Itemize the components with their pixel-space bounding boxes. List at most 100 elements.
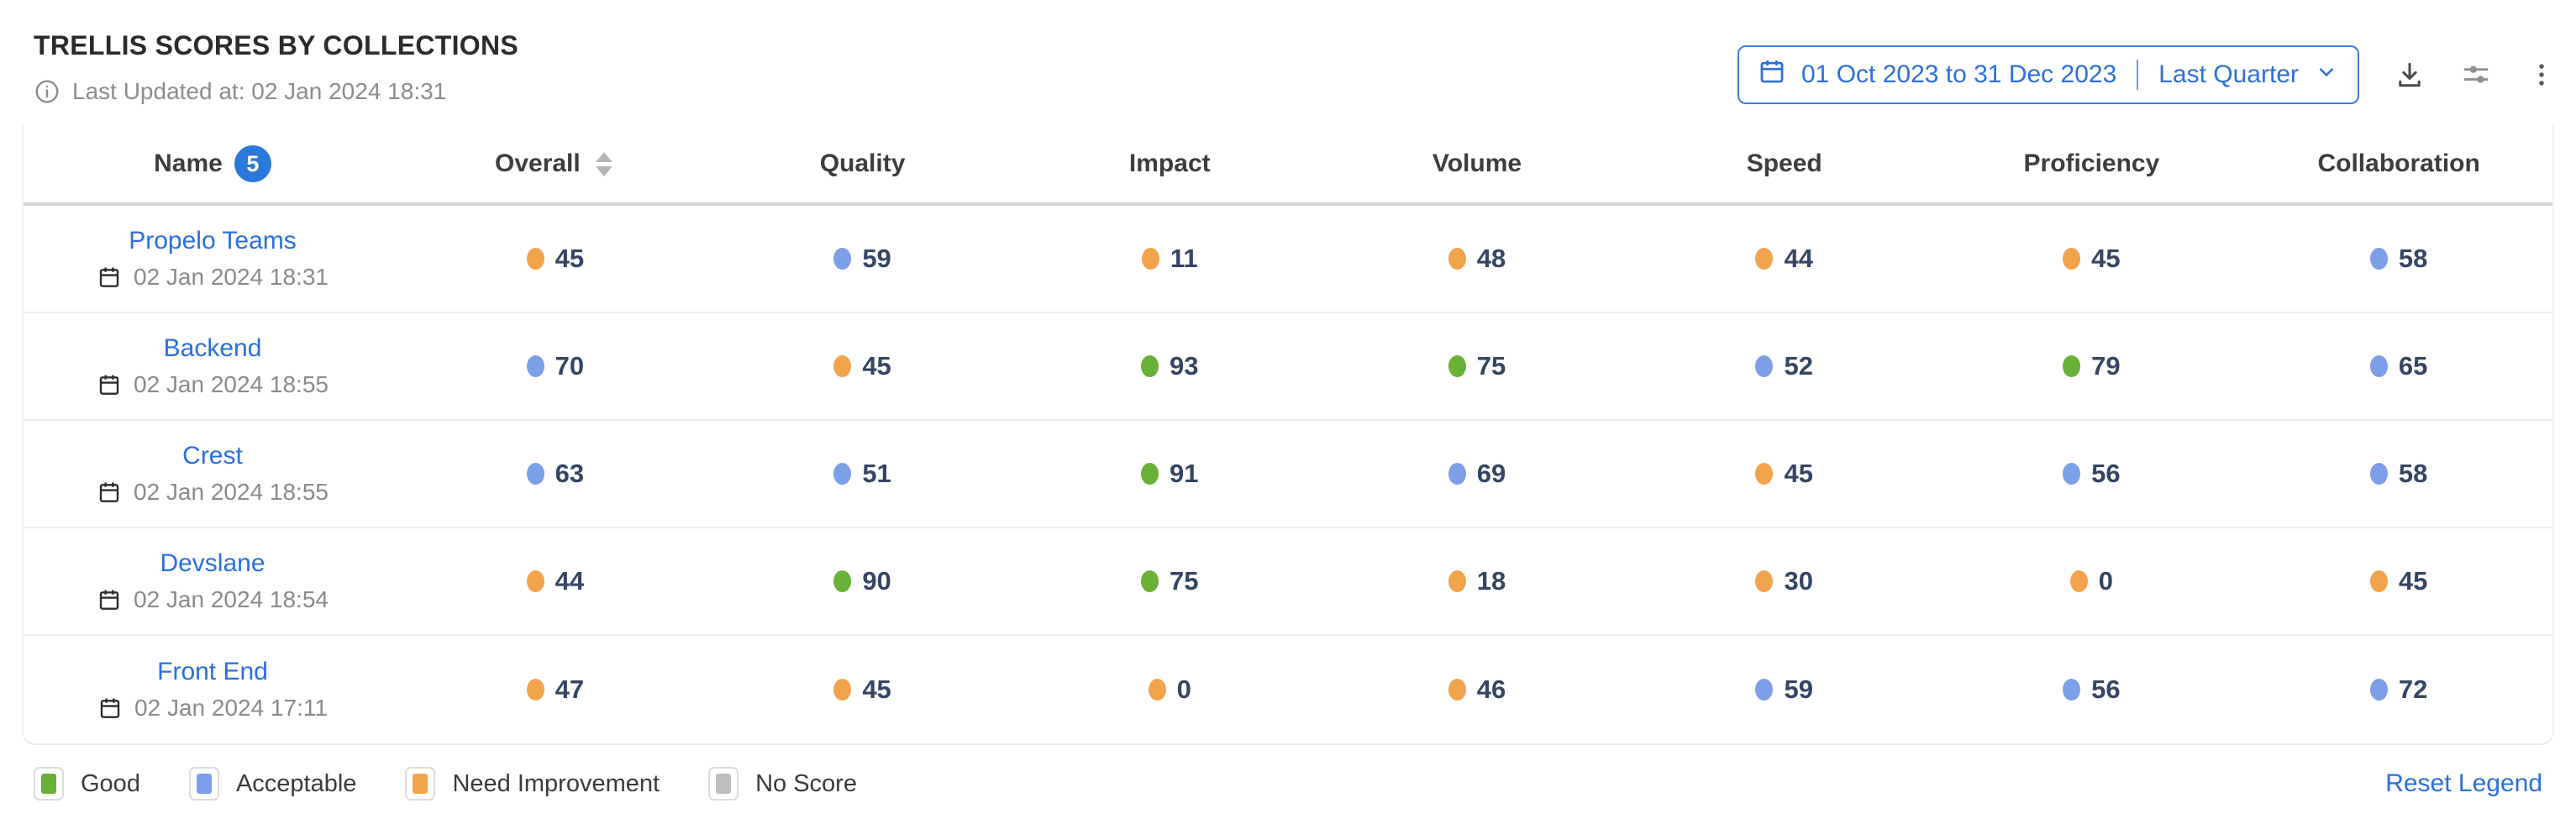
score-cell: 79 [1938, 351, 2246, 381]
collection-link[interactable]: Front End [157, 658, 268, 685]
score-cell: 44 [402, 566, 709, 596]
score-value: 18 [1476, 566, 1506, 596]
reset-legend-link[interactable]: Reset Legend [2385, 769, 2542, 797]
score-value: 30 [1784, 566, 1813, 596]
row-updated: 02 Jan 2024 17:11 [97, 695, 328, 722]
score-status-dot [526, 679, 544, 701]
kebab-menu-icon[interactable] [2527, 60, 2556, 89]
score-value: 72 [2398, 675, 2428, 704]
page-title: TRELLIS SCORES BY COLLECTIONS [34, 30, 519, 60]
score-cell: 59 [1631, 675, 1938, 705]
score-value: 63 [555, 459, 585, 488]
widget-header: TRELLIS SCORES BY COLLECTIONS Last Updat… [0, 0, 2576, 110]
calendar-icon [97, 695, 123, 722]
table-row: Backend 02 Jan 2024 18:55 70 45 93 75 52 79 65 [24, 313, 2552, 421]
score-value: 46 [1476, 675, 1506, 704]
column-header-proficiency: Proficiency [2023, 150, 2160, 177]
score-value: 44 [1784, 244, 1813, 273]
score-cell: 45 [709, 675, 1017, 705]
score-cell: 11 [1016, 244, 1323, 274]
score-value: 75 [1170, 566, 1199, 596]
score-status-dot [1755, 463, 1774, 485]
score-status-dot [526, 463, 544, 485]
date-range-picker[interactable]: 01 Oct 2023 to 31 Dec 2023 Last Quarter [1737, 45, 2359, 104]
score-cell: 18 [1323, 566, 1631, 596]
column-header-volume: Volume [1432, 150, 1522, 177]
score-cell: 52 [1631, 351, 1938, 381]
score-value: 58 [2398, 244, 2428, 273]
row-updated-text: 02 Jan 2024 18:54 [134, 586, 329, 612]
legend-label: Need Improvement [452, 769, 660, 797]
no-score-swatch [716, 774, 732, 794]
calendar-icon [97, 264, 122, 291]
score-status-dot [1141, 248, 1159, 270]
score-value: 45 [555, 244, 585, 273]
score-cell: 72 [2245, 675, 2552, 705]
score-cell: 45 [402, 244, 709, 274]
column-header-collaboration: Collaboration [2317, 150, 2480, 177]
collection-link[interactable]: Devslane [160, 549, 265, 577]
calendar-icon [97, 479, 122, 506]
legend-bar: Good Acceptable Need Improvement No Scor… [0, 745, 2576, 801]
score-value: 0 [1176, 675, 1191, 704]
score-value: 45 [862, 351, 891, 381]
score-cell: 75 [1016, 566, 1323, 596]
score-status-dot [2369, 463, 2388, 485]
legend-label: No Score [755, 769, 857, 797]
score-cell: 45 [1938, 244, 2246, 274]
score-status-dot [1148, 679, 1166, 701]
score-value: 45 [2091, 244, 2121, 273]
legend-item-no-score[interactable]: No Score [708, 767, 857, 801]
score-status-dot [1755, 248, 1774, 270]
score-value: 65 [2398, 351, 2428, 381]
score-status-dot [1755, 679, 1774, 701]
row-updated: 02 Jan 2024 18:55 [97, 371, 329, 398]
score-cell: 63 [402, 459, 709, 489]
score-cell: 90 [709, 566, 1017, 596]
score-status-dot [2369, 570, 2388, 592]
column-header-name: Name 5 [24, 145, 402, 182]
column-header-speed: Speed [1746, 150, 1822, 177]
score-cell: 47 [402, 675, 709, 705]
settings-sliders-icon[interactable] [2460, 59, 2492, 91]
score-status-dot [2063, 355, 2081, 377]
score-status-dot [833, 248, 852, 270]
score-status-dot [1755, 355, 1774, 377]
calendar-icon [1758, 57, 1786, 92]
score-value: 45 [862, 675, 891, 704]
collection-link[interactable]: Crest [182, 442, 243, 470]
score-cell: 93 [1016, 351, 1323, 381]
score-status-dot [833, 355, 852, 377]
score-status-dot [1141, 463, 1159, 485]
score-status-dot [1448, 248, 1466, 270]
sort-icon[interactable] [592, 149, 616, 180]
score-value: 75 [1476, 351, 1506, 381]
score-value: 91 [1170, 459, 1199, 488]
score-status-dot [833, 570, 852, 592]
collection-link[interactable]: Backend [163, 334, 262, 362]
score-status-dot [526, 570, 544, 592]
score-value: 51 [862, 459, 891, 488]
score-status-dot [1141, 355, 1159, 377]
column-header-quality: Quality [819, 150, 906, 177]
collection-link[interactable]: Propelo Teams [129, 227, 297, 255]
trellis-scores-table: Name 5 Overall Quality Impact Volume Spe… [22, 125, 2554, 745]
download-icon[interactable] [2395, 60, 2425, 90]
row-updated-text: 02 Jan 2024 18:31 [134, 264, 329, 290]
column-header-impact: Impact [1128, 150, 1211, 177]
score-status-dot [1141, 570, 1159, 592]
score-status-dot [526, 355, 544, 377]
calendar-icon [97, 586, 122, 613]
score-cell: 51 [709, 459, 1017, 489]
score-value: 45 [2398, 566, 2428, 596]
score-cell: 44 [1631, 244, 1938, 274]
score-value: 79 [2091, 351, 2121, 381]
score-value: 47 [555, 675, 585, 704]
legend-item-good[interactable]: Good [34, 767, 140, 801]
legend-item-acceptable[interactable]: Acceptable [188, 767, 356, 801]
table-row: Front End 02 Jan 2024 17:11 47 45 0 46 59 56 72 [24, 636, 2552, 743]
score-status-dot [2369, 248, 2388, 270]
score-cell: 45 [2245, 566, 2552, 596]
legend-item-need-improvement[interactable]: Need Improvement [405, 767, 660, 801]
date-range-divider [2137, 60, 2139, 90]
